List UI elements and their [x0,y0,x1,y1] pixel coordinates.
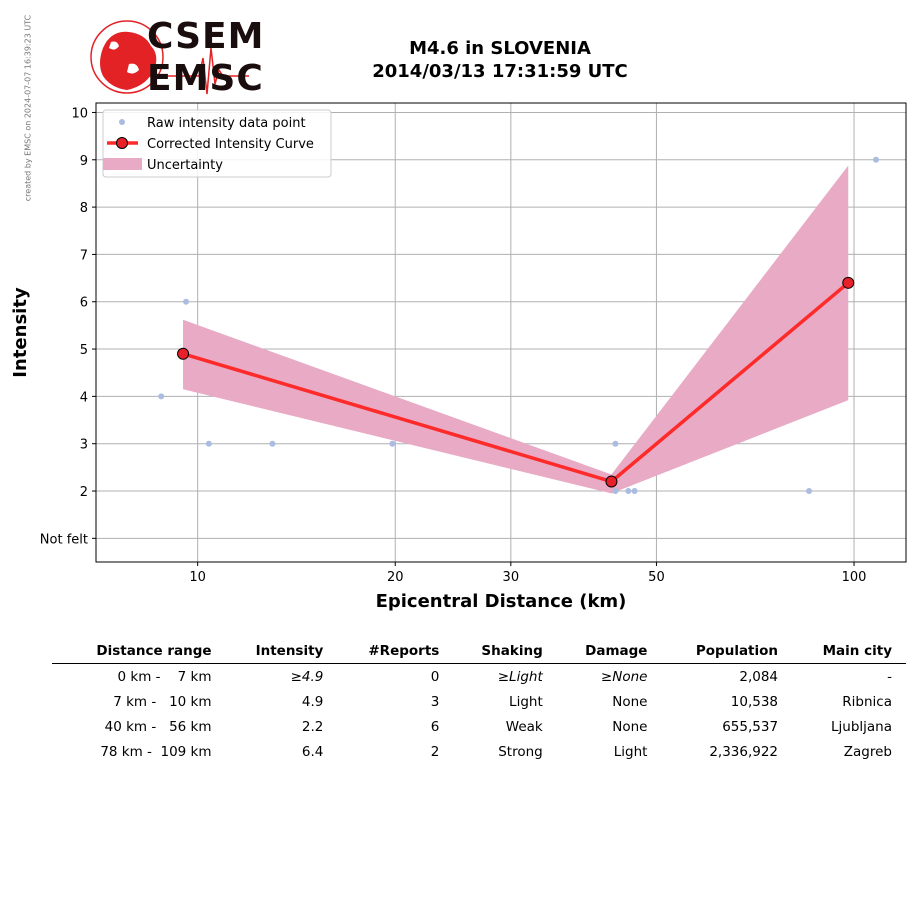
y-tick-label: 4 [80,390,88,405]
y-tick-label: 7 [80,248,88,263]
col-header-city: Main city [792,640,906,664]
table-cell-city: Ribnica [842,693,892,710]
raw-data-point [631,488,638,495]
table-cell-shaking: Weak [505,718,543,735]
uncertainty-band [183,165,849,494]
table-cell-population: 2,336,922 [709,743,779,760]
table-cell-distance: 0 km - 7 km [117,668,212,685]
col-header-distance: Distance range [52,640,226,664]
raw-data-point [806,488,813,495]
legend-entry: Raw intensity data point [147,116,306,131]
table-cell-city: - [887,668,892,685]
col-header-population: Population [661,640,793,664]
raw-data-point [612,440,619,447]
table-row: 78 km - 109 km 6.4 2 Strong Light 2,336,922 Za… [52,739,906,764]
table-cell-distance: 40 km - 56 km [104,718,212,735]
legend-uncertainty-swatch [103,158,142,170]
y-tick-label: 9 [80,154,88,169]
table-cell-reports: 3 [430,693,440,710]
y-tick-label: 10 [71,106,88,121]
x-tick-label: 100 [842,570,867,585]
plot-frame [95,102,907,563]
raw-data-point [872,156,879,163]
table-cell-population: 2,084 [739,668,779,685]
col-header-shaking: Shaking [453,640,557,664]
intensity-chart: 10 20 30 50 100 Not felt 2 3 4 5 6 7 8 9 10 Epicentral … [10,102,907,612]
legend-entry: Uncertainty [147,158,223,173]
table-cell-distance: 7 km - 10 km [113,693,212,710]
x-tick-label: 50 [648,570,665,585]
summary-table: Distance range Intensity #Reports Shakin… [52,640,906,764]
table-row: 7 km - 10 km 4.9 3 Light None 10,538 Ribnica [52,689,906,714]
y-tick-label: Not felt [40,532,88,547]
raw-data-point [158,393,165,400]
col-header-reports: #Reports [337,640,454,664]
table-cell-damage: None [612,693,648,710]
table-cell-damage: ≥None [600,668,648,685]
table-cell-intensity: 4.9 [301,693,324,710]
col-header-intensity: Intensity [225,640,338,664]
x-axis-label: Epicentral Distance (km) [376,591,627,612]
y-axis-label: Intensity [10,287,31,378]
raw-data-point [389,440,396,447]
raw-data-point [183,298,190,305]
raw-data-point [269,440,276,447]
raw-data-point [625,488,632,495]
y-tick-label: 8 [80,201,88,216]
table-cell-distance: 78 km - 109 km [100,743,212,760]
logo-text-csem: CSEM [147,16,265,57]
y-tick-label: 6 [80,296,88,311]
y-tick-label: 5 [80,343,88,358]
table-cell-damage: Light [613,743,648,760]
table-cell-city: Ljubljana [830,718,892,735]
table-cell-reports: 2 [430,743,440,760]
legend-raw-point-marker [119,119,125,125]
table-header-row: Distance range Intensity #Reports Shakin… [52,640,906,664]
table-cell-population: 10,538 [730,693,779,710]
legend-entry: Corrected Intensity Curve [147,137,314,152]
raw-data-point [205,440,212,447]
csem-emsc-logo: CSEM EMSC [89,16,263,99]
table-row: 40 km - 56 km 2.2 6 Weak None 655,537 Ljubljan… [52,714,906,739]
legend-curve-marker [116,137,128,149]
raw-data-point [612,488,619,495]
chart-title-event: M4.6 in SLOVENIA [409,38,591,59]
x-tick-label: 20 [387,570,404,585]
x-tick-label: 10 [189,570,206,585]
table-cell-intensity: 6.4 [301,743,324,760]
table-cell-intensity: ≥4.9 [290,668,324,685]
table-cell-reports: 6 [430,718,440,735]
chart-title-datetime: 2014/03/13 17:31:59 UTC [372,61,628,82]
globe-seismogram-icon [90,20,249,95]
curve-marker [605,475,618,488]
table-cell-city: Zagreb [843,743,892,760]
table-cell-damage: None [612,718,648,735]
table-cell-shaking: ≥Light [497,668,543,685]
table-cell-reports: 0 [430,668,440,685]
table-cell-population: 655,537 [722,718,779,735]
table-cell-intensity: 2.2 [301,718,324,735]
table-cell-shaking: Strong [498,743,543,760]
logo-text-emsc: EMSC [147,58,264,99]
curve-marker [177,347,190,360]
col-header-damage: Damage [556,640,662,664]
legend-box [102,109,332,178]
table-cell-shaking: Light [509,693,543,710]
y-tick-label: 3 [80,438,88,453]
y-tick-label: 2 [80,485,88,500]
table-row: 0 km - 7 km ≥4.9 0 ≥Light ≥None 2,084 - [52,664,906,690]
legend: Raw intensity data point Corrected Intens… [102,109,332,178]
x-tick-label: 30 [503,570,520,585]
curve-marker [842,276,855,289]
